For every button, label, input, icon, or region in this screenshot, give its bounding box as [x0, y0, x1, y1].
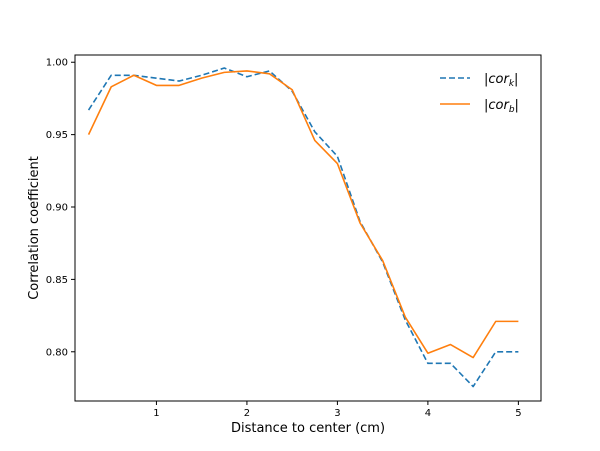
series-layer — [87, 67, 519, 388]
x-tick-label: 5 — [515, 408, 521, 419]
x-tick-label: 4 — [425, 408, 431, 419]
legend-label-b: |corb| — [484, 98, 519, 115]
series-line-b — [87, 70, 519, 359]
y-axis-ticks: 0.80 0.85 0.90 0.95 1.00 — [46, 58, 75, 358]
y-tick-label: 0.80 — [46, 347, 68, 358]
legend-label-k: |cork| — [484, 72, 518, 89]
x-axis-label: Distance to center (cm) — [231, 421, 385, 436]
y-tick-label: 0.85 — [46, 275, 68, 286]
y-tick-label: 0.90 — [46, 203, 68, 214]
x-tick-label: 3 — [334, 408, 340, 419]
x-tick-label: 1 — [153, 408, 159, 419]
y-axis-label: Correlation coefficient — [27, 156, 42, 300]
plot-frame — [74, 54, 542, 402]
series-line-k — [87, 67, 519, 388]
x-axis-ticks: 1 2 3 4 5 — [153, 401, 522, 419]
legend: |cork| |corb| — [440, 72, 519, 115]
y-tick-label: 1.00 — [46, 58, 68, 69]
plot-area — [75, 55, 541, 401]
x-tick-label: 2 — [244, 408, 250, 419]
y-tick-label: 0.95 — [46, 130, 68, 141]
